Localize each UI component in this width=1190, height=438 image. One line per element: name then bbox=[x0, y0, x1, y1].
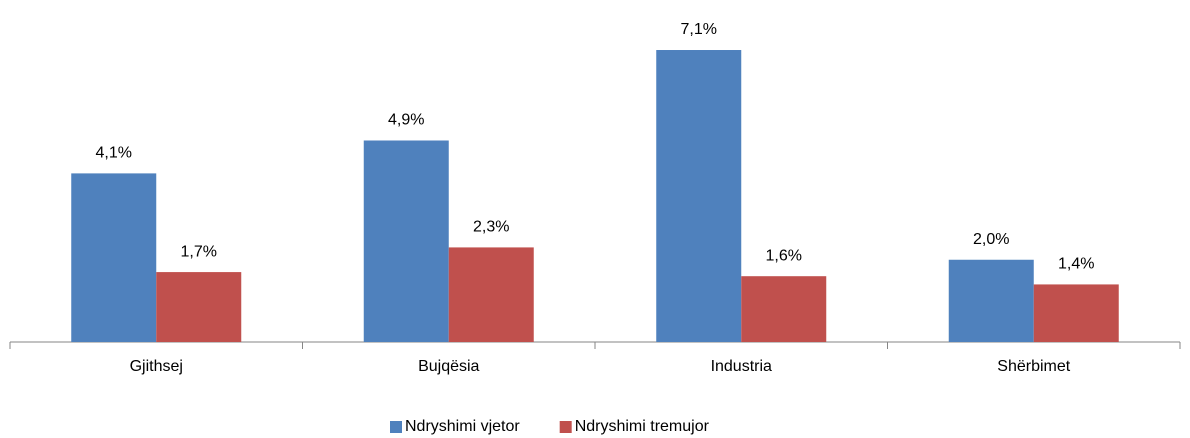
data-label: 1,4% bbox=[1058, 256, 1094, 273]
data-label: 4,1% bbox=[96, 145, 132, 162]
legend-swatch bbox=[559, 421, 572, 433]
x-tick-label: Industria bbox=[711, 358, 772, 375]
bar bbox=[363, 140, 449, 342]
data-label: 2,3% bbox=[473, 219, 509, 236]
data-label: 1,7% bbox=[181, 243, 217, 260]
bar bbox=[948, 259, 1034, 342]
x-tick-label: Bujqësia bbox=[418, 358, 479, 375]
data-label: 4,9% bbox=[388, 112, 424, 129]
legend-swatch bbox=[390, 421, 402, 433]
legend-label: Ndryshimi vjetor bbox=[405, 418, 520, 435]
bar bbox=[156, 272, 242, 342]
bar bbox=[71, 173, 157, 342]
bar bbox=[656, 50, 742, 342]
data-label: 1,6% bbox=[766, 247, 802, 264]
data-label: 7,1% bbox=[681, 21, 717, 38]
data-label: 2,0% bbox=[973, 231, 1009, 248]
x-tick-label: Shërbimet bbox=[997, 358, 1070, 375]
bar bbox=[741, 276, 827, 342]
legend-label: Ndryshimi tremujor bbox=[575, 418, 710, 435]
bar bbox=[1033, 284, 1119, 342]
x-tick-label: Gjithsej bbox=[130, 358, 183, 375]
bar bbox=[448, 247, 534, 342]
